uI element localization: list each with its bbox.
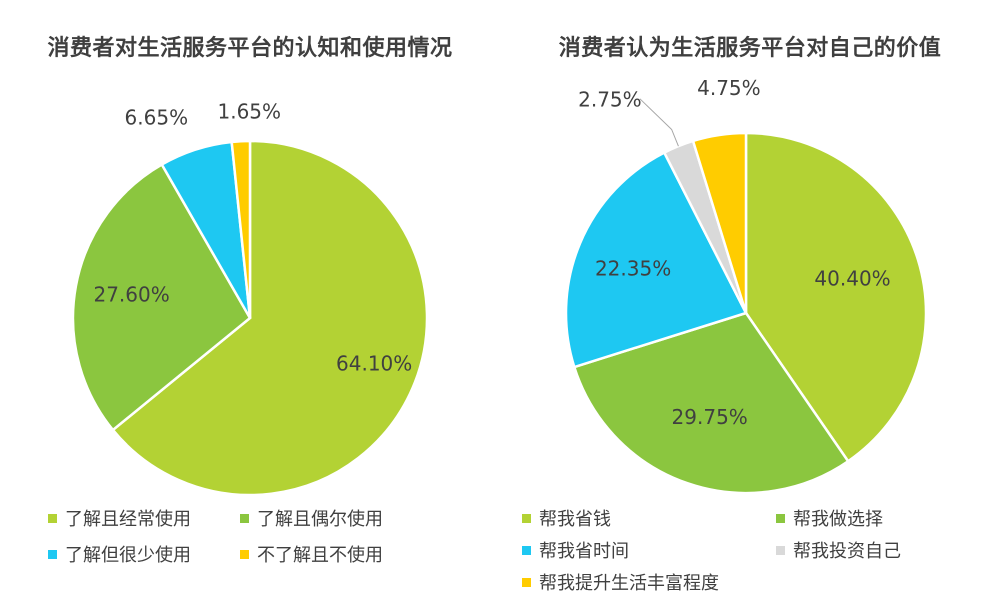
legend-label: 了解且经常使用 xyxy=(65,509,191,530)
leader-line xyxy=(639,98,679,147)
legend-label: 帮我做选择 xyxy=(793,509,883,530)
legend-label: 了解但很少使用 xyxy=(65,545,191,566)
legend-label: 帮我提升生活丰富程度 xyxy=(539,573,719,594)
legend-swatch xyxy=(522,545,531,555)
legend-item: 帮我省时间 xyxy=(522,537,629,563)
pie-slice xyxy=(230,139,252,319)
legend-item: 帮我省钱 xyxy=(522,505,611,531)
pie-slice xyxy=(111,139,429,497)
data-label: 4.75% xyxy=(697,76,761,100)
legend-item: 了解且偶尔使用 xyxy=(240,505,383,531)
legend-swatch xyxy=(522,577,531,587)
legend-label: 不了解且不使用 xyxy=(257,545,383,566)
data-label: 40.40% xyxy=(814,266,890,290)
legend-label: 帮我省时间 xyxy=(539,541,629,562)
legend-item: 了解但很少使用 xyxy=(48,541,191,567)
pie-slice xyxy=(564,150,748,369)
data-label: 22.35% xyxy=(595,256,671,280)
chart-panel-value: 消费者认为生活服务平台对自己的价值 40.40% 29.75% 22.35% 2.75… xyxy=(500,0,1000,615)
data-label: 6.65% xyxy=(125,105,189,129)
legend-item: 帮我做选择 xyxy=(776,505,883,531)
legend-swatch xyxy=(240,549,249,559)
data-label: 1.65% xyxy=(217,100,281,124)
data-label: 27.60% xyxy=(93,283,169,307)
legend-label: 帮我省钱 xyxy=(539,509,611,530)
legend-item: 不了解且不使用 xyxy=(240,541,383,567)
chart-title: 消费者认为生活服务平台对自己的价值 xyxy=(558,36,942,61)
chart-title: 消费者对生活服务平台的认知和使用情况 xyxy=(47,36,453,61)
chart-panel-awareness: 消费者对生活服务平台的认知和使用情况 64.10% 27.60% 6.65% 1.65… xyxy=(47,36,453,567)
legend-swatch xyxy=(776,545,785,555)
legend-item: 帮我提升生活丰富程度 xyxy=(522,569,719,595)
legend-swatch xyxy=(776,513,785,523)
legend-item: 了解且经常使用 xyxy=(48,505,191,531)
data-label: 64.10% xyxy=(336,352,412,376)
legend-swatch xyxy=(48,549,57,559)
pie-chart-awareness: 64.10% 27.60% 6.65% 1.65% xyxy=(71,100,429,497)
pie-slice xyxy=(71,162,252,432)
legend-item: 帮我投资自己 xyxy=(776,537,901,563)
legend-swatch xyxy=(48,513,57,523)
data-label: 29.75% xyxy=(672,405,748,429)
pie-slice xyxy=(691,131,748,314)
data-label: 2.75% xyxy=(578,87,642,111)
legend-swatch xyxy=(522,513,531,523)
pie-slice xyxy=(572,311,850,495)
legend-label: 帮我投资自己 xyxy=(793,541,901,562)
pie-chart-value: 40.40% 29.75% 22.35% 2.75% 4.75% xyxy=(564,76,928,495)
pie-slice xyxy=(744,131,928,463)
legend-swatch xyxy=(240,513,249,523)
legend-label: 了解且偶尔使用 xyxy=(257,509,383,530)
